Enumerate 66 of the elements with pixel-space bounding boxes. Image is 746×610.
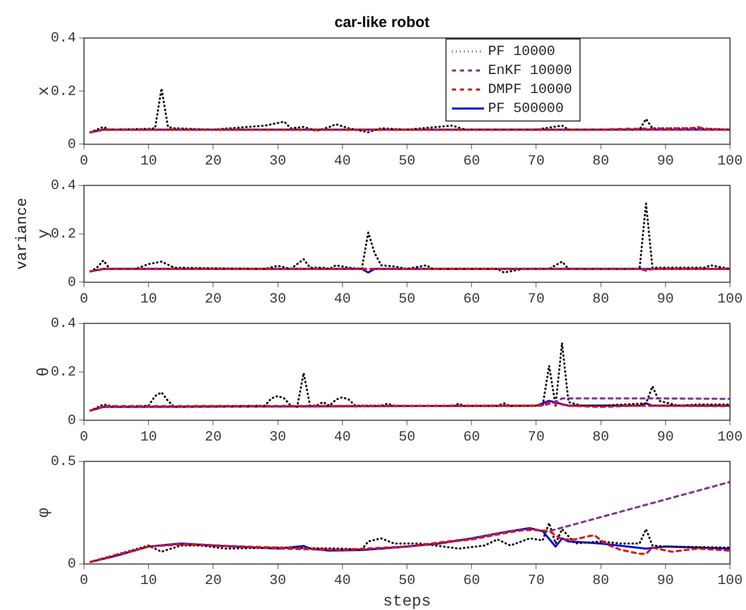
x-tick-label: 70 [528,291,545,308]
x-tick-label: 20 [204,573,222,590]
chart-title: car-like robot [334,14,430,32]
x-tick-label: 50 [398,291,416,308]
x-tick-label: 40 [334,429,351,446]
x-tick-label: 30 [269,573,286,590]
x-tick-label: 0 [80,429,88,446]
y-tick-label: 0.2 [50,364,76,381]
x-tick-label: 30 [269,291,286,308]
legend-label: PF 500000 [488,101,564,118]
x-tick-label: 100 [717,291,743,308]
x-tick-label: 20 [204,429,222,446]
y-tick-label: 0.4 [50,178,76,194]
text: variance [14,198,31,270]
x-tick-label: 100 [717,573,743,590]
x-tick-label: 80 [592,573,610,590]
x-tick-label: 50 [398,573,416,590]
y-axis-title: y [34,228,53,239]
x-tick-label: 20 [204,291,222,308]
y-axis-title: θ [34,366,53,377]
y-tick-label: 0 [68,556,76,573]
x-tick-label: 90 [656,429,674,446]
x-tick-label: 60 [463,573,480,590]
x-tick-label: 70 [528,429,545,446]
x-tick-label: 20 [204,153,222,170]
x-tick-label: 40 [334,291,351,308]
x-tick-label: 50 [398,429,416,446]
x-tick-label: 80 [592,429,610,446]
x-axis-title: steps [382,592,432,610]
x-tick-label: 0 [80,573,88,590]
y-tick-label: 0 [68,136,76,153]
x-tick-label: 10 [140,153,158,170]
y-tick-label: 0.4 [50,30,76,47]
x-tick-label: 0 [80,153,88,170]
x-tick-label: 60 [463,291,480,308]
y-axis-title: φ [34,508,53,518]
y-tick-label: 0 [68,274,76,291]
y-tick-label: 0 [68,412,76,429]
y-tick-label: 0.4 [50,316,76,332]
y-tick-label: 0.2 [50,84,76,100]
x-tick-label: 90 [656,153,674,170]
x-tick-label: 60 [463,153,480,170]
y-axis-title: x [34,86,53,96]
x-tick-label: 0 [80,291,88,308]
y-tick-label: 0.5 [50,454,76,470]
x-tick-label: 10 [140,573,158,590]
legend-label: EnKF 10000 [488,63,572,80]
y-tick-label: 0.2 [50,226,76,243]
x-tick-label: 70 [528,573,545,590]
x-tick-label: 40 [334,153,351,170]
legend-label: DMPF 10000 [488,82,572,98]
x-tick-label: 100 [717,429,743,446]
x-tick-label: 90 [656,291,674,308]
legend-label: PF 10000 [488,44,556,60]
x-tick-label: 30 [269,429,286,446]
x-tick-label: 100 [717,153,743,170]
x-tick-label: 70 [528,153,545,170]
x-tick-label: 10 [140,429,158,446]
x-tick-label: 30 [269,153,286,170]
x-tick-label: 40 [334,573,351,590]
x-tick-label: 50 [398,153,416,170]
x-tick-label: 10 [140,291,158,308]
x-tick-label: 60 [463,429,480,446]
x-tick-label: 80 [592,291,610,308]
x-tick-label: 90 [656,573,674,590]
x-tick-label: 80 [592,153,610,170]
